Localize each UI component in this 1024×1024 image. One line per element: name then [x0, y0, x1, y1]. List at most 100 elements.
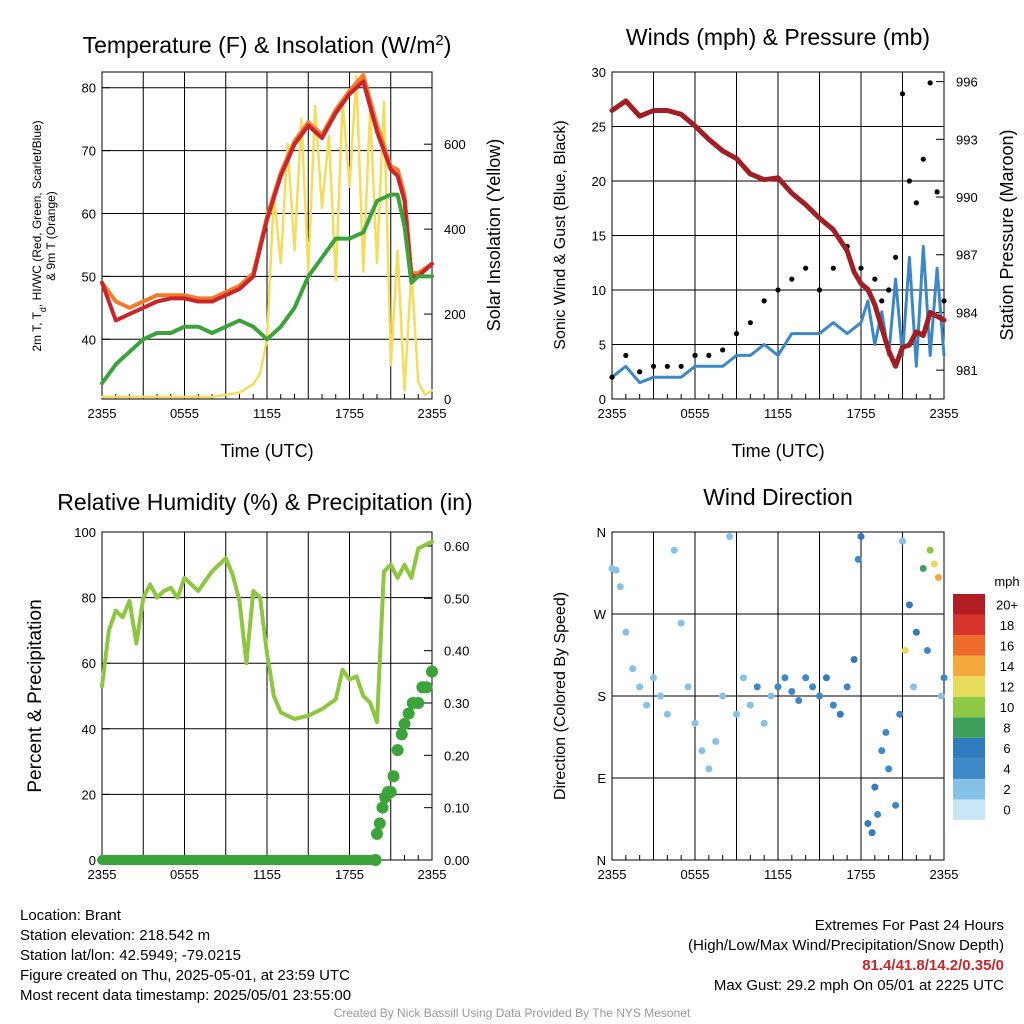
wind-direction-point	[746, 701, 754, 709]
wind-y2-tick-label: 996	[956, 75, 978, 90]
wind-direction-point	[896, 710, 904, 718]
wind-y2-axis-label: Station Pressure (Maroon)	[997, 129, 1017, 340]
wind-direction-point	[663, 710, 671, 718]
wind-x-tick-label: 0555	[681, 406, 710, 421]
wind-direction-point	[874, 810, 882, 818]
gust-point	[637, 369, 643, 375]
recent-timestamp: Most recent data timestamp: 2025/05/01 2…	[20, 987, 352, 1004]
wind-direction-point	[912, 628, 920, 636]
rh-x-tick-label: 2355	[88, 867, 117, 882]
wind-direction-point	[854, 555, 862, 563]
colorbar-label: 18	[1000, 618, 1014, 633]
wind-direction-point	[934, 574, 942, 582]
wind-y-tick-label: 15	[592, 229, 606, 244]
temp-title-main: Temperature (F) & Insolation (W/m	[83, 32, 436, 58]
station-location: Location: Brant	[20, 907, 121, 924]
colorbar-label: 12	[1000, 679, 1014, 694]
colorbar-swatch	[953, 594, 985, 615]
wind-direction-point	[905, 601, 913, 609]
extremes-subtitle: (High/Low/Max Wind/Precipitation/Snow De…	[688, 937, 1004, 954]
temp-title-close: )	[444, 32, 452, 58]
gust-point	[761, 298, 767, 304]
temp-y-tick-label: 70	[82, 144, 96, 159]
gust-point	[692, 352, 698, 358]
winds-pressure-panel: Winds (mph) & Pressure (mb) 0 5 10 15 20 25 30 9…	[552, 24, 1017, 461]
rh-x-tick-label: 1755	[335, 867, 364, 882]
wind-direction-point	[868, 829, 876, 837]
wind-y-tick-label: 25	[592, 120, 606, 135]
colorbar-label: 20+	[996, 597, 1018, 612]
dir-y-tick-label: S	[597, 689, 606, 704]
precip-point	[369, 854, 382, 866]
temp-y-tick-label: 50	[82, 269, 96, 284]
rh-x-tick-label: 2355	[418, 867, 447, 882]
precip-point	[384, 785, 397, 798]
wind-direction-point	[857, 533, 865, 541]
gust-point	[920, 156, 926, 162]
colorbar-label: 0	[1003, 803, 1010, 818]
wind-x-tick-label: 1155	[764, 406, 792, 421]
wind-y-tick-label: 20	[592, 174, 606, 189]
temp-x-tick-label: 1755	[335, 406, 364, 421]
dir-x-tick-label: 1155	[764, 867, 792, 882]
gust-point	[941, 298, 947, 304]
credit-line: Created By Nick Bassill Using Data Provi…	[333, 1006, 691, 1020]
wind-direction-point	[809, 683, 817, 691]
station-info: Location: Brant Station elevation: 218.5…	[20, 906, 351, 1006]
rh-chart-title: Relative Humidity (%) & Precipitation (i…	[57, 489, 472, 515]
precip-point	[376, 801, 389, 814]
wind-y-tick-label: 30	[592, 65, 606, 80]
temp-y2-tick-label: 600	[444, 137, 466, 152]
colorbar-swatch	[953, 778, 985, 800]
gust-point	[733, 331, 740, 337]
station-latlon: Station lat/lon: 42.5949; -79.0215	[20, 947, 242, 964]
wind-direction-point	[940, 674, 948, 682]
precip-point	[426, 665, 438, 678]
wind-direction-point	[719, 692, 727, 700]
wind-direction-point	[643, 701, 651, 709]
wind-x-axis-label: Time (UTC)	[731, 441, 824, 461]
gust-point	[830, 265, 836, 271]
gust-point	[913, 200, 919, 206]
temperature-insolation-panel: Temperature (F) & Insolation (W/m2) 40 50 6…	[30, 32, 504, 462]
temp-ylabel-part: , HI/WC (Red, Green, Scarlet/Blue)	[30, 120, 44, 307]
gust-point	[747, 320, 753, 326]
dir-x-tick-label: 2355	[598, 867, 627, 882]
precip-point	[387, 770, 400, 783]
wind-direction-point	[760, 719, 768, 727]
rh-y2-tick-label: 0.50	[444, 591, 469, 606]
wind-y2-tick-label: 981	[956, 363, 978, 378]
gust-point	[879, 298, 885, 304]
gust-point	[816, 287, 823, 293]
wind-direction-point	[930, 560, 938, 568]
wind-direction-point	[629, 665, 637, 673]
rh-y-tick-label: 20	[82, 787, 96, 802]
rh-y2-tick-label: 0.40	[444, 644, 469, 659]
gust-point	[775, 287, 781, 293]
gust-point	[906, 178, 913, 184]
wind-y-axis-label: Sonic Wind & Gust (Blue, Black)	[552, 120, 569, 349]
wind-direction-point	[774, 683, 782, 691]
temp-y2-tick-label: 0	[444, 392, 451, 407]
gust-point	[899, 91, 906, 97]
rh-x-tick-label: 0555	[170, 867, 199, 882]
temp-ylabel-part: 2m T, T	[30, 311, 44, 351]
rh-y-tick-label: 60	[82, 656, 96, 671]
wind-direction-point	[910, 683, 918, 691]
wind-direction-point	[878, 747, 886, 755]
temp-y2-tick-label: 400	[444, 222, 466, 237]
wind-y2-tick-label: 984	[956, 305, 978, 320]
wind-direction-point	[864, 820, 872, 828]
gust-point	[934, 189, 940, 195]
temp-y-tick-label: 80	[82, 81, 96, 96]
gust-point	[872, 276, 878, 282]
colorbar-swatch	[953, 655, 985, 677]
colorbar-swatch	[953, 614, 985, 636]
wind-direction-point	[622, 628, 630, 636]
wind-y-tick-label: 0	[599, 392, 606, 407]
colorbar-label: 14	[1000, 659, 1014, 674]
colorbar-label: 8	[1003, 721, 1010, 736]
wind-y2-tick-label: 993	[956, 132, 978, 147]
precip-point	[420, 681, 433, 694]
